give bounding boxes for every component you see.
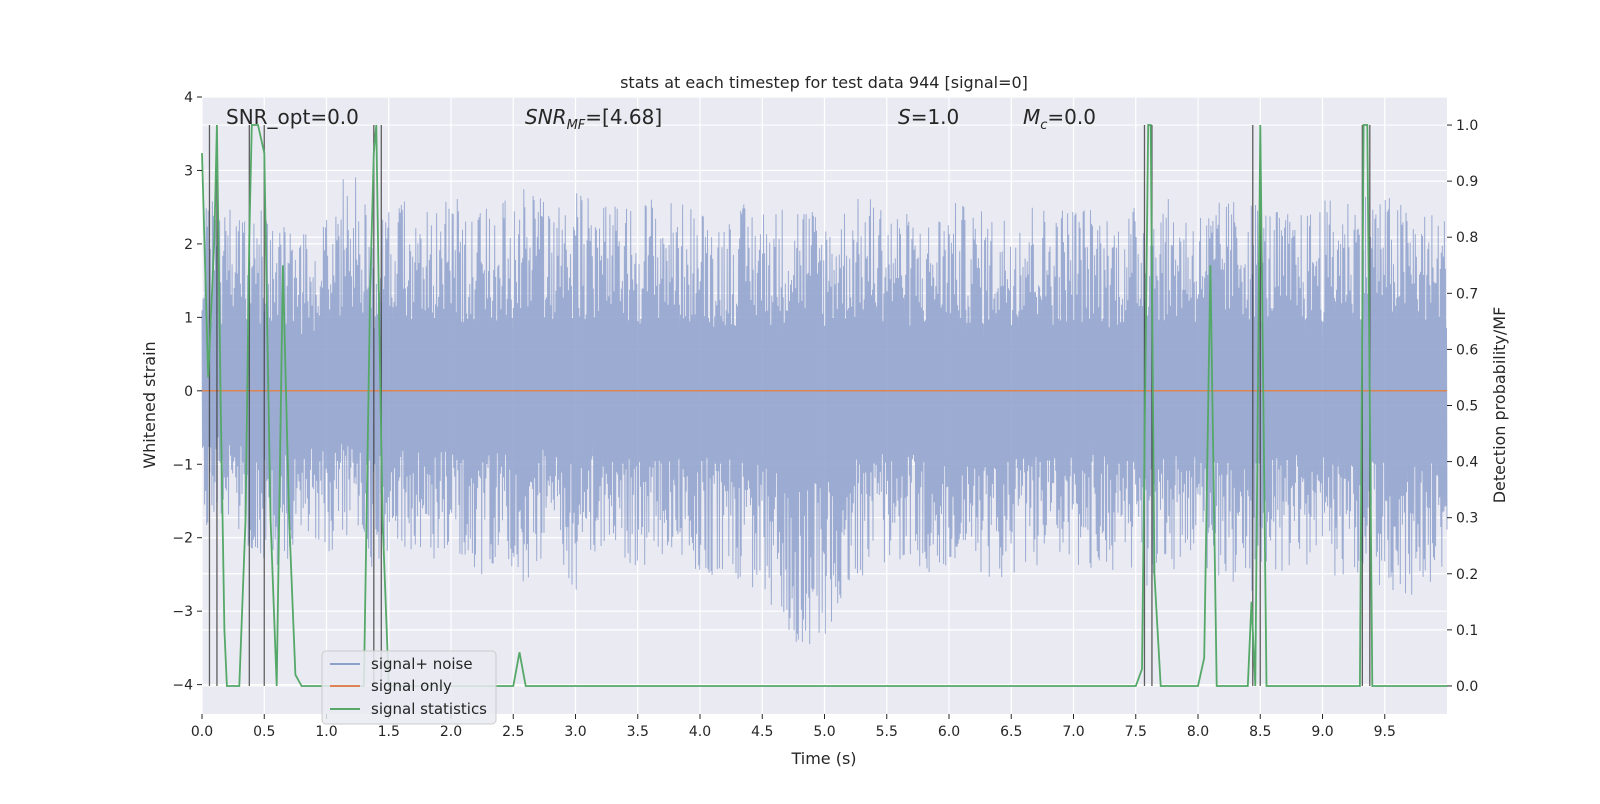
y-tick-label: 0 <box>184 384 193 400</box>
y2-tick-label: 0.2 <box>1456 567 1478 583</box>
x-tick-label: 9.0 <box>1311 724 1333 740</box>
x-tick-label: 3.5 <box>627 724 649 740</box>
annotation-mc: Mc=0.0 <box>1023 105 1096 133</box>
y2-tick-label: 0.7 <box>1456 286 1478 302</box>
x-tick-label: 0.0 <box>191 724 213 740</box>
y2-tick-label: 0.1 <box>1456 623 1478 639</box>
y2-tick-label: 1.0 <box>1456 118 1478 134</box>
legend-label-signal: signal only <box>371 677 452 695</box>
x-tick-label: 6.5 <box>1000 724 1022 740</box>
x-tick-label: 7.5 <box>1125 724 1147 740</box>
x-axis-label: Time (s) <box>790 749 856 768</box>
x-tick-label: 8.5 <box>1249 724 1271 740</box>
snr-mf-rest: =[4.68] <box>585 105 662 129</box>
marker-layer <box>201 124 1447 687</box>
x-tick-label: 1.0 <box>315 724 337 740</box>
y2-tick-label: 0.5 <box>1456 399 1478 415</box>
y2-tick-label: 0.8 <box>1456 230 1478 246</box>
x-tick-label: 4.0 <box>689 724 711 740</box>
tick-layer: 0.0 0.5 1.0 1.5 2.0 2.5 3.0 3.5 4.0 4.5 5.0 5.5 6.0 6… <box>172 90 1478 740</box>
noise-layer <box>201 177 1448 645</box>
x-tick-label: 2.0 <box>440 724 462 740</box>
y2-tick-label: 0.6 <box>1456 342 1478 358</box>
mc-base: M <box>1023 105 1040 129</box>
chart-title: stats at each timestep for test data 944… <box>620 73 1028 92</box>
y2-tick-label: 0.3 <box>1456 511 1478 527</box>
s-var: S <box>898 105 911 129</box>
annotation-snr-mf: SNRMF=[4.68] <box>525 105 662 133</box>
annotation-snr-opt: SNR_opt=0.0 <box>226 105 359 129</box>
snr-mf-sub: MF <box>567 118 586 133</box>
annotation-s: S=1.0 <box>898 105 959 129</box>
y-tick-label: −4 <box>172 678 193 694</box>
series-line-signal-noise <box>201 177 1448 645</box>
x-tick-label: 8.0 <box>1187 724 1209 740</box>
snr-mf-base: SNR <box>525 105 567 129</box>
x-tick-label: 5.5 <box>876 724 898 740</box>
y2-tick-label: 0.0 <box>1456 679 1478 695</box>
x-tick-label: 7.0 <box>1062 724 1084 740</box>
legend-label-stats: signal statistics <box>371 700 487 718</box>
x-tick-label: 6.0 <box>938 724 960 740</box>
y2-axis-label: Detection probability/MF <box>1490 307 1509 504</box>
legend: signal+ noise signal only signal statist… <box>321 650 497 725</box>
y-tick-label: 2 <box>184 237 193 253</box>
legend-box <box>321 650 497 725</box>
mc-sub: c <box>1040 118 1047 133</box>
y2-tick-label: 0.9 <box>1456 174 1478 190</box>
mc-rest: =0.0 <box>1047 105 1096 129</box>
x-tick-label: 9.5 <box>1374 724 1396 740</box>
x-tick-label: 4.5 <box>751 724 773 740</box>
y-tick-label: −2 <box>172 531 193 547</box>
y-tick-label: 1 <box>184 310 193 326</box>
s-rest: =1.0 <box>911 105 960 129</box>
y2-tick-label: 0.4 <box>1456 455 1478 471</box>
legend-label-noise: signal+ noise <box>371 655 473 673</box>
x-tick-label: 0.5 <box>253 724 275 740</box>
x-tick-label: 2.5 <box>502 724 524 740</box>
x-tick-label: 3.0 <box>564 724 586 740</box>
y-tick-label: 4 <box>184 90 193 106</box>
y-tick-label: −3 <box>172 604 193 620</box>
x-tick-label: 1.5 <box>378 724 400 740</box>
y-tick-label: 3 <box>184 163 193 179</box>
series-line-signal-statistics <box>201 124 1447 687</box>
y-axis-label: Whitened strain <box>140 341 159 468</box>
y-tick-label: −1 <box>172 457 193 473</box>
x-tick-label: 5.0 <box>813 724 835 740</box>
